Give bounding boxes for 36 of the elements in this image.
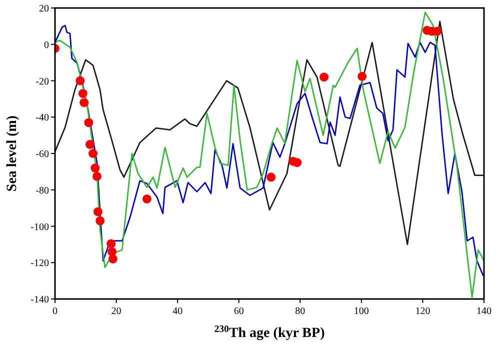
y-axis-title: Sea level (m) <box>5 115 20 192</box>
y-tick-label: -60 <box>36 149 49 160</box>
point <box>320 72 329 82</box>
x-tick-label: 140 <box>476 306 492 317</box>
x-tick-label: 80 <box>295 306 306 317</box>
x-tick-label: 0 <box>52 306 58 317</box>
point <box>292 158 302 168</box>
point <box>88 149 98 158</box>
point <box>78 88 88 98</box>
y-tick-label: 0 <box>44 40 49 51</box>
y-tick-label: -80 <box>36 185 49 196</box>
x-tick-label: 60 <box>234 306 244 317</box>
point <box>84 118 94 128</box>
point <box>93 207 102 216</box>
point <box>108 254 118 264</box>
x-axis-title: $^{230}$Th age (kyr BP) <box>214 324 326 341</box>
x-tick-label: 20 <box>111 306 122 317</box>
y-tick-label: -20 <box>36 76 49 88</box>
x-tick-label: 40 <box>172 306 183 317</box>
point <box>106 239 116 248</box>
point <box>80 98 89 108</box>
y-tick-label: -100 <box>30 222 49 233</box>
point <box>90 164 100 173</box>
y-tick-label: -40 <box>36 112 49 124</box>
y-tick-label: 20 <box>39 4 49 14</box>
point <box>85 140 94 149</box>
x-tick-label: 120 <box>415 306 430 317</box>
point <box>96 216 105 226</box>
point <box>142 194 152 204</box>
x-tick-label: 100 <box>354 306 369 317</box>
y-tick-label: -120 <box>30 258 49 270</box>
point <box>92 172 102 181</box>
point <box>266 172 276 182</box>
y-tick-label: -140 <box>30 294 49 306</box>
point <box>76 76 85 86</box>
point <box>358 72 367 81</box>
